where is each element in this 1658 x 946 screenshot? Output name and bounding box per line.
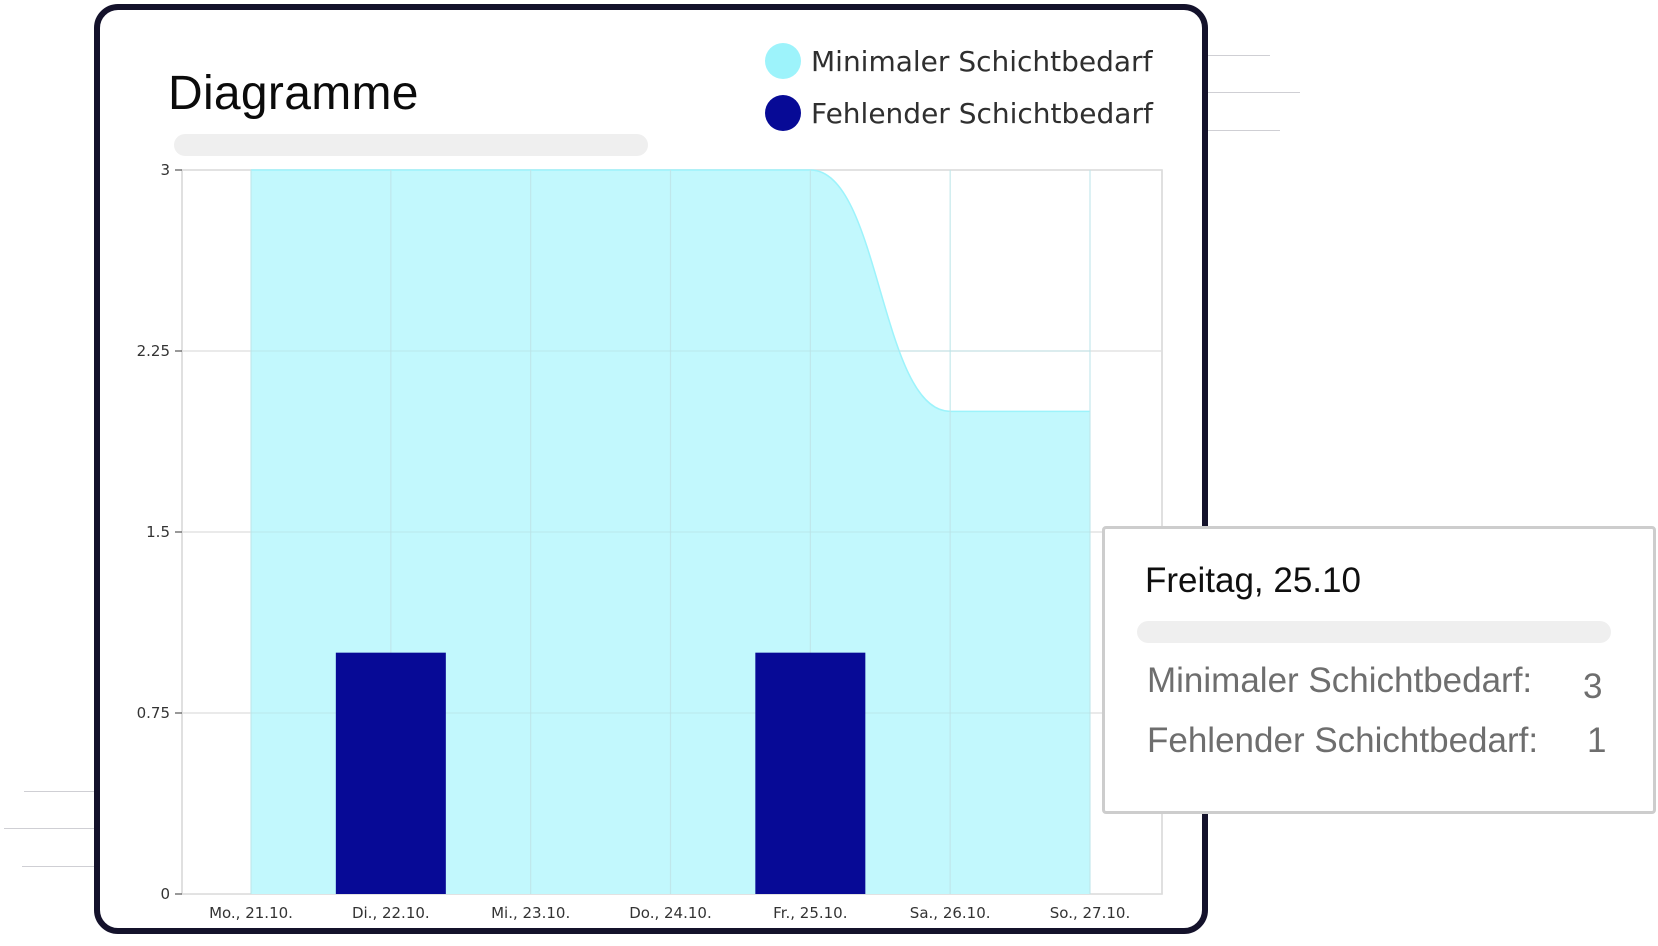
decorative-line [1200,130,1280,131]
decorative-line [22,866,96,867]
y-tick-label: 0.75 [137,704,170,722]
legend-dot-icon [765,95,801,131]
legend-dot-icon [765,43,801,79]
decorative-line [4,828,96,829]
legend-item-minimal[interactable]: Minimaler Schichtbedarf [765,43,1152,79]
x-tick-label: Di., 22.10. [352,904,430,922]
x-tick-label: Fr., 25.10. [773,904,847,922]
legend-item-missing[interactable]: Fehlender Schichtbedarf [765,95,1153,131]
tooltip-row-minimal-label: Minimaler Schichtbedarf: [1147,661,1533,700]
x-tick-label: Do., 24.10. [629,904,711,922]
tooltip-title: Freitag, 25.10 [1145,561,1361,600]
tooltip-row-missing-label: Fehlender Schichtbedarf: [1147,721,1539,760]
tooltip-row-missing-value: 1 [1587,721,1607,760]
tooltip-placeholder-bar [1137,621,1611,643]
y-tick-label: 3 [160,161,170,179]
legend-label: Fehlender Schichtbedarf [811,96,1153,130]
title-placeholder-bar [174,134,648,156]
bar-fehlender-schichtbedarf [335,652,446,894]
decorative-line [1200,92,1300,93]
x-tick-label: Sa., 26.10. [910,904,991,922]
legend-label: Minimaler Schichtbedarf [811,44,1153,78]
decorative-line [24,791,96,792]
chart-tooltip: Freitag, 25.10 Minimaler Schichtbedarf: … [1102,526,1656,814]
tooltip-row-minimal-value: 3 [1583,667,1603,706]
area-line-minimaler-schichtbedarf [251,169,1090,413]
y-tick-label: 2.25 [137,342,170,360]
decorative-line [1200,55,1270,56]
y-tick-label: 0 [160,885,170,903]
bar-fehlender-schichtbedarf [755,652,866,894]
y-tick-label: 1.5 [146,523,170,541]
card-title: Diagramme [168,67,419,120]
x-tick-label: Mo., 21.10. [209,904,293,922]
x-tick-label: Mi., 23.10. [491,904,570,922]
x-tick-label: So., 27.10. [1050,904,1130,922]
